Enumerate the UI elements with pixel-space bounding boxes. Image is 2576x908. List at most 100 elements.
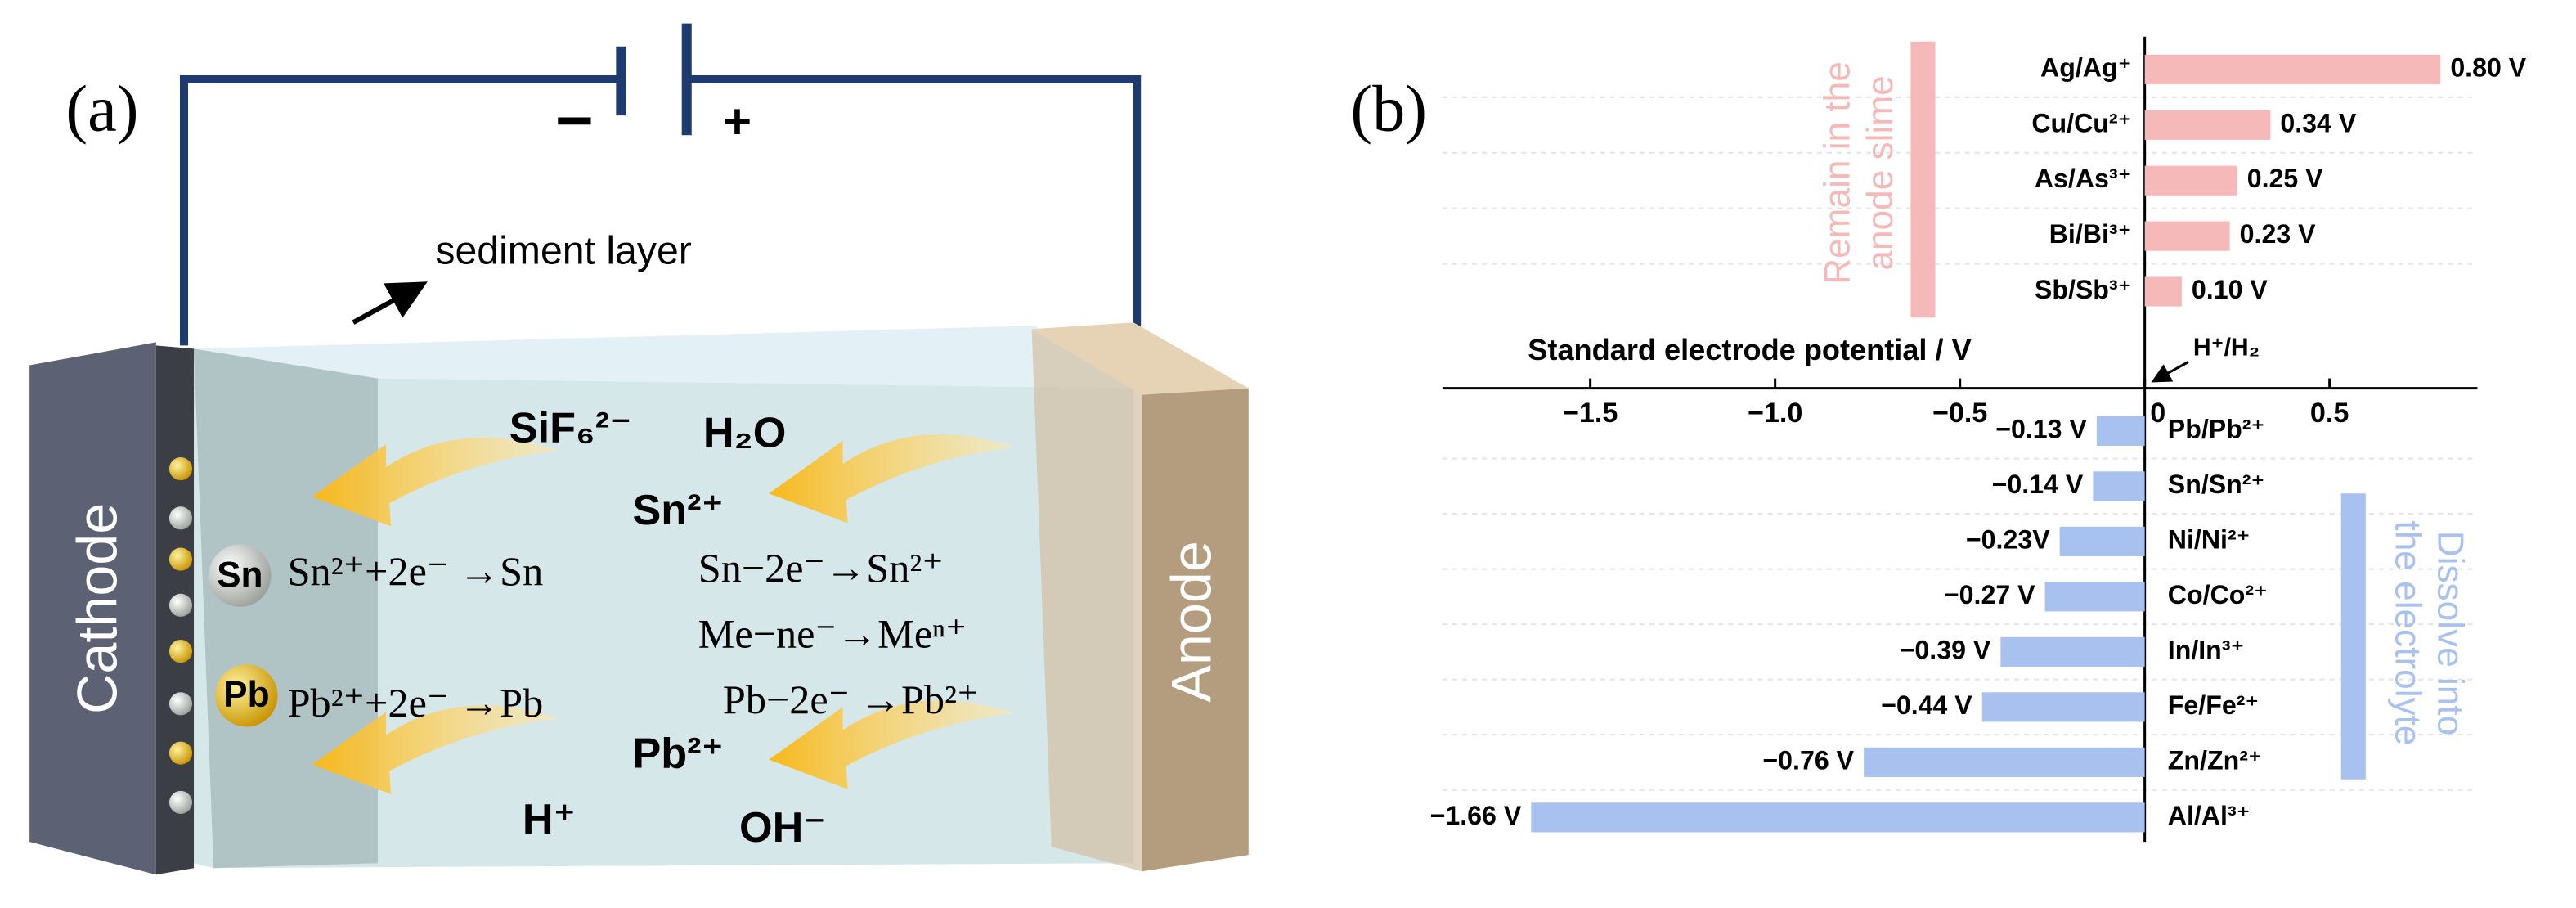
x-tick-label: −1.5: [1563, 398, 1618, 429]
species: SiF₆²⁻: [509, 405, 632, 452]
flow-arrow: [312, 437, 559, 527]
group-label: the electrolyte: [2387, 520, 2427, 745]
minus-sign: −: [555, 83, 594, 157]
reference-label: H⁺/H₂: [2193, 334, 2260, 361]
category-label: Pb/Pb²⁺: [2168, 414, 2265, 443]
panel-a: (a) − + sediment layer Sn Pb Cathode Ano…: [29, 23, 1249, 875]
value-label: 0.34 V: [2280, 108, 2356, 137]
cathode-label: Cathode: [67, 503, 129, 714]
particle: [168, 547, 193, 571]
category-label: Co/Co²⁺: [2168, 580, 2268, 609]
species: Sn²⁺: [632, 487, 724, 534]
species: OH⁻: [739, 804, 826, 852]
category-label: Sb/Sb³⁺: [2035, 275, 2132, 304]
panel-b: (b) −1.5 −1.0 −0.5 0 0.5 Standard electrode p…: [1350, 36, 2527, 843]
group-bar: [2340, 493, 2366, 780]
group-label: Remain in the: [1818, 61, 1858, 285]
species: Pb²⁺: [632, 730, 724, 777]
bar: [2144, 221, 2230, 251]
x-tick-label: −1.0: [1748, 398, 1802, 429]
sediment-label: sediment layer: [435, 229, 691, 273]
cathode-block: [29, 342, 156, 875]
bar: [1531, 802, 2145, 833]
particles: [168, 457, 193, 814]
category-label: Bi/Bi³⁺: [2049, 219, 2132, 249]
x-axis-label: Standard electrode potential / V: [1528, 333, 1971, 366]
anode-block: [1142, 388, 1249, 872]
bar: [2144, 110, 2271, 140]
x-tick-label: 0.5: [2310, 398, 2349, 429]
cathode-shade: [194, 348, 379, 869]
electrolyte-top: [194, 326, 1134, 389]
bar: [1981, 692, 2145, 722]
flow-arrow: [769, 700, 1016, 789]
flow-arrow: [769, 434, 1016, 524]
flow-arrows: [312, 434, 1016, 794]
bar: [2096, 416, 2145, 446]
value-label: 0.23 V: [2240, 219, 2316, 249]
particle: [168, 790, 193, 814]
panel-label: (a): [65, 73, 138, 146]
category-label: Ni/Ni²⁺: [2168, 524, 2251, 554]
pb-symbol: Pb: [223, 675, 269, 715]
group-label: anode slime: [1860, 75, 1901, 270]
anode-side: [1031, 329, 1142, 872]
value-label: 0.10 V: [2192, 275, 2268, 304]
bar: [2144, 165, 2237, 196]
reaction: Pb²⁺+2e⁻ →Pb: [288, 680, 544, 726]
value-label: −0.44 V: [1881, 690, 1972, 720]
bar: [2000, 636, 2145, 667]
sn-symbol: Sn: [217, 555, 263, 595]
bar: [2093, 471, 2145, 501]
flow-arrow: [312, 705, 559, 794]
category-label: Fe/Fe²⁺: [2168, 690, 2260, 720]
anode-label: Anode: [1161, 541, 1223, 703]
sn-sphere: [209, 544, 272, 607]
pointer-arrow: [352, 281, 428, 325]
bar: [2059, 526, 2145, 556]
value-label: −0.23V: [1966, 524, 2050, 554]
value-label: −1.66 V: [1430, 801, 1522, 830]
reaction: Sn−2e⁻→Sn²⁺: [698, 545, 944, 591]
reaction: Me−ne⁻→Meⁿ⁺: [698, 611, 967, 657]
reference-arrow: [2151, 361, 2189, 383]
particle: [168, 506, 193, 530]
value-label: −0.39 V: [1900, 635, 1991, 664]
category-label: As/As³⁺: [2035, 164, 2132, 193]
bar: [1864, 747, 2145, 777]
pb-sphere: [215, 664, 278, 727]
plus-sign: +: [723, 93, 752, 149]
category-label: Cu/Cu²⁺: [2031, 108, 2131, 137]
value-label: 0.25 V: [2247, 164, 2323, 193]
particle: [168, 593, 193, 617]
category-label: Al/Al³⁺: [2168, 801, 2251, 830]
bar: [2144, 276, 2182, 307]
panel-label: (b): [1350, 73, 1427, 146]
group-label: Dissolve into: [2430, 531, 2471, 736]
anode-top: [1031, 322, 1249, 395]
particle: [168, 741, 193, 765]
reaction: Pb−2e⁻ →Pb²⁺: [723, 677, 979, 722]
particle: [168, 457, 193, 481]
value-label: −0.27 V: [1944, 580, 2035, 609]
category-label: Zn/Zn²⁺: [2168, 745, 2262, 775]
wire: [179, 74, 1142, 382]
x-tick-label: 0: [2150, 398, 2165, 429]
species: H₂O: [703, 410, 787, 457]
bar: [2144, 54, 2441, 84]
particle: [168, 640, 193, 663]
value-label: −0.13 V: [1995, 414, 2087, 443]
group-bar: [1910, 41, 1936, 318]
species: H⁺: [523, 796, 576, 843]
value-label: −0.76 V: [1762, 745, 1854, 775]
particle: [168, 692, 193, 716]
category-label: Sn/Sn²⁺: [2168, 470, 2265, 499]
category-label: Ag/Ag⁺: [2040, 52, 2132, 82]
category-label: In/In³⁺: [2168, 635, 2245, 664]
x-tick-label: −0.5: [1932, 398, 1987, 429]
reaction: Sn²⁺+2e⁻ →Sn: [288, 548, 544, 594]
value-label: −0.14 V: [1992, 470, 2084, 499]
value-label: 0.80 V: [2450, 52, 2526, 82]
